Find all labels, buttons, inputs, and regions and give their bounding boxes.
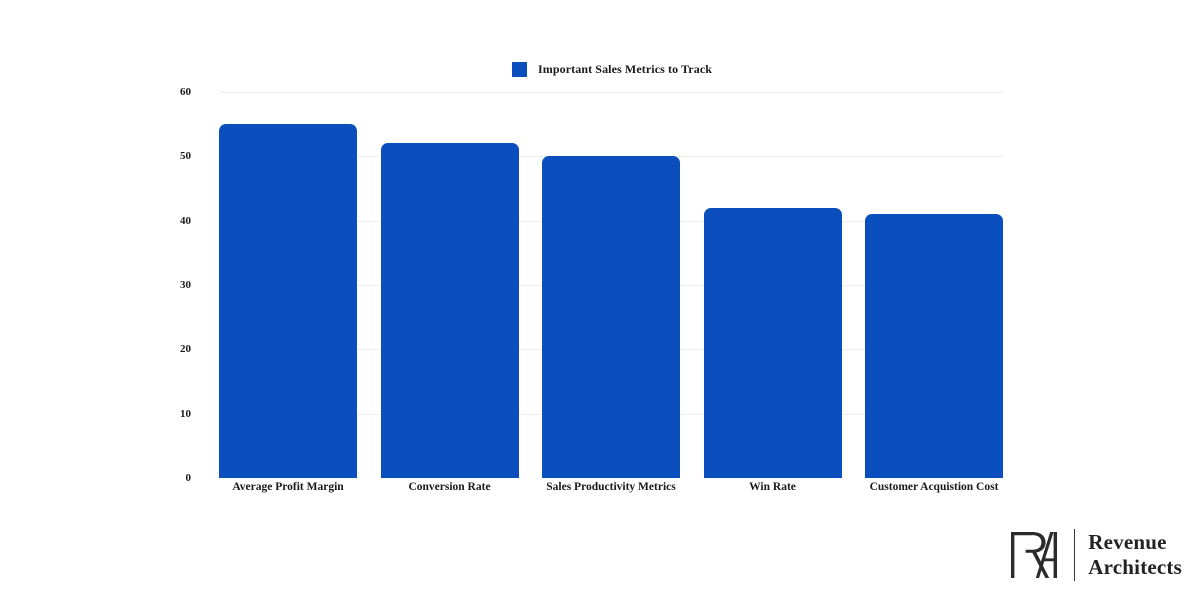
y-tick-label: 30	[180, 279, 191, 291]
brand-logo: Revenue Architects	[1008, 524, 1182, 586]
x-tick-label: Sales Productivity Metrics	[546, 481, 676, 493]
bar[interactable]	[703, 207, 842, 478]
bar[interactable]	[542, 156, 680, 478]
bar[interactable]	[865, 214, 1003, 478]
x-axis: Average Profit Margin Conversion Rate Sa…	[219, 481, 1003, 501]
legend-color-swatch	[511, 62, 527, 77]
x-tick-label: Average Profit Margin	[232, 481, 344, 493]
logo-word-line2: Architects	[1088, 555, 1182, 579]
x-tick-label: Win Rate	[749, 481, 796, 493]
x-tick-label: Customer Acquistion Cost	[869, 481, 999, 493]
y-tick-label: 60	[180, 86, 191, 98]
legend-label: Important Sales Metrics to Track	[537, 62, 713, 76]
bar-series	[219, 92, 1003, 478]
plot-area	[219, 92, 1003, 478]
logo-word-line1: Revenue	[1088, 530, 1167, 555]
x-tick-label: Conversion Rate	[408, 481, 491, 493]
y-tick-label: 40	[180, 214, 191, 227]
ra-monogram-icon	[1011, 532, 1058, 578]
gridline	[219, 92, 1003, 93]
chart-legend: Important Sales Metrics to Track	[0, 62, 1200, 77]
y-tick-label: 10	[180, 407, 191, 420]
bar[interactable]	[219, 124, 357, 478]
y-tick-label: 0	[185, 472, 192, 484]
bar[interactable]	[380, 143, 519, 478]
logo-divider	[1074, 529, 1076, 581]
logo-wordmark: Revenue Architects	[1088, 530, 1182, 580]
y-tick-label: 20	[180, 343, 191, 356]
y-tick-label: 50	[180, 150, 191, 163]
legend-item[interactable]: Important Sales Metrics to Track	[511, 62, 713, 77]
